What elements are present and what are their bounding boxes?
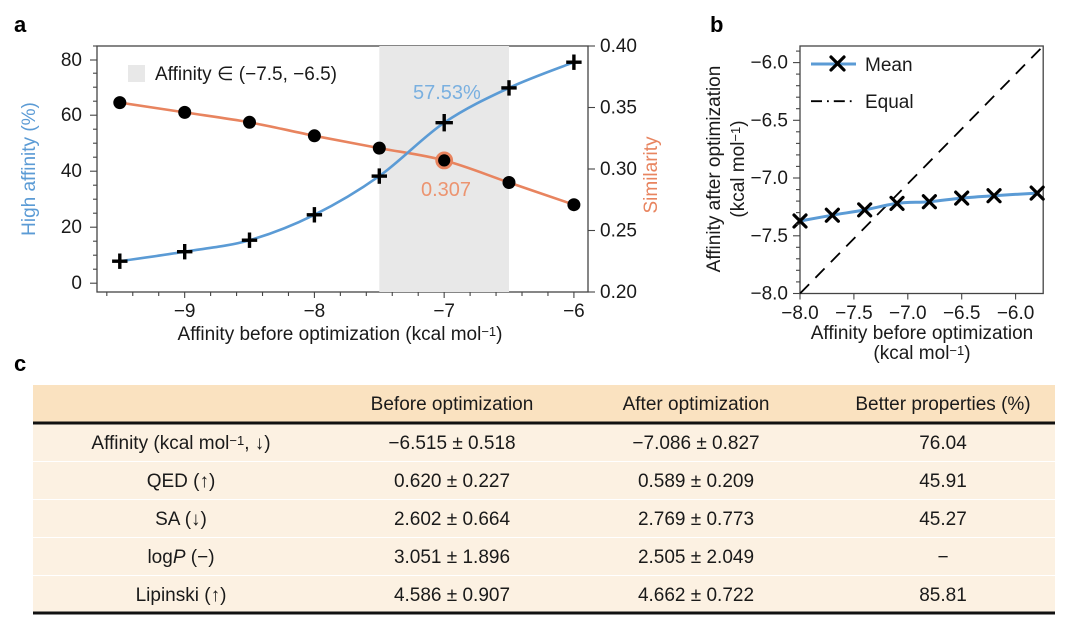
svg-text:After optimization: After optimization [623, 394, 770, 415]
svg-text:76.04: 76.04 [919, 433, 967, 454]
svg-text:logP (−): logP (−) [147, 547, 214, 568]
svg-text:2.769 ± 0.773: 2.769 ± 0.773 [638, 509, 754, 530]
svg-text:Affinity (kcal mol−1, ↓): Affinity (kcal mol−1, ↓) [91, 433, 270, 454]
svg-text:−: − [937, 547, 948, 568]
svg-text:Equal: Equal [865, 92, 914, 113]
svg-text:High affinity (%): High affinity (%) [19, 102, 40, 236]
svg-text:−7.0: −7.0 [750, 168, 788, 189]
svg-text:45.91: 45.91 [919, 471, 967, 492]
svg-text:c: c [14, 351, 26, 376]
svg-text:Better properties (%): Better properties (%) [855, 394, 1030, 415]
svg-text:−7.086 ± 0.827: −7.086 ± 0.827 [632, 433, 759, 454]
svg-text:Before optimization: Before optimization [371, 394, 534, 415]
svg-text:0.620 ± 0.227: 0.620 ± 0.227 [394, 471, 510, 492]
svg-text:4.586 ± 0.907: 4.586 ± 0.907 [394, 585, 510, 606]
svg-text:−6: −6 [563, 301, 585, 322]
svg-text:Similarity: Similarity [641, 136, 662, 214]
svg-text:(kcal mol−1): (kcal mol−1) [873, 343, 970, 364]
svg-text:b: b [710, 12, 723, 37]
svg-text:0.307: 0.307 [421, 179, 471, 201]
svg-text:a: a [14, 12, 27, 37]
svg-text:Affinity after optimization: Affinity after optimization [704, 66, 725, 273]
svg-text:40: 40 [61, 161, 82, 182]
svg-text:−6.5: −6.5 [750, 110, 788, 131]
svg-text:0.40: 0.40 [600, 36, 637, 57]
svg-text:45.27: 45.27 [919, 509, 967, 530]
svg-text:20: 20 [61, 217, 82, 238]
svg-text:−9: −9 [174, 301, 196, 322]
svg-text:Mean: Mean [865, 55, 913, 76]
svg-text:0.20: 0.20 [600, 282, 637, 303]
svg-text:0.30: 0.30 [600, 159, 637, 180]
svg-text:−6.515 ± 0.518: −6.515 ± 0.518 [388, 433, 515, 454]
svg-text:85.81: 85.81 [919, 585, 967, 606]
svg-text:Affinity before optimization: Affinity before optimization [811, 323, 1034, 344]
svg-text:SA (↓): SA (↓) [155, 509, 207, 530]
svg-text:0.589 ± 0.209: 0.589 ± 0.209 [638, 471, 754, 492]
svg-text:−8.0: −8.0 [750, 284, 788, 305]
svg-text:QED (↑): QED (↑) [147, 471, 216, 492]
svg-text:Affinity ∈ (−7.5, −6.5): Affinity ∈ (−7.5, −6.5) [155, 64, 337, 85]
svg-text:Affinity before optimization (: Affinity before optimization (kcal mol−1… [178, 324, 503, 345]
svg-text:−6.0: −6.0 [997, 303, 1035, 324]
svg-text:0.25: 0.25 [600, 221, 637, 242]
svg-text:−7.5: −7.5 [750, 226, 788, 247]
svg-text:−8: −8 [304, 301, 326, 322]
svg-text:2.505 ± 2.049: 2.505 ± 2.049 [638, 547, 754, 568]
svg-text:−7.0: −7.0 [889, 303, 927, 324]
svg-text:57.53%: 57.53% [413, 82, 481, 104]
svg-text:80: 80 [61, 50, 82, 71]
svg-text:60: 60 [61, 105, 82, 126]
svg-text:−6.0: −6.0 [750, 53, 788, 74]
svg-text:−7.5: −7.5 [835, 303, 873, 324]
svg-text:(kcal mol−1): (kcal mol−1) [728, 120, 749, 217]
svg-text:0: 0 [71, 273, 82, 294]
svg-text:2.602 ± 0.664: 2.602 ± 0.664 [394, 509, 511, 530]
svg-text:−6.5: −6.5 [943, 303, 981, 324]
svg-text:3.051 ± 1.896: 3.051 ± 1.896 [394, 547, 510, 568]
svg-text:4.662 ± 0.722: 4.662 ± 0.722 [638, 585, 754, 606]
svg-text:0.35: 0.35 [600, 98, 637, 119]
svg-text:−7: −7 [433, 301, 455, 322]
svg-text:−8.0: −8.0 [781, 303, 819, 324]
svg-text:Lipinski (↑): Lipinski (↑) [136, 585, 227, 606]
